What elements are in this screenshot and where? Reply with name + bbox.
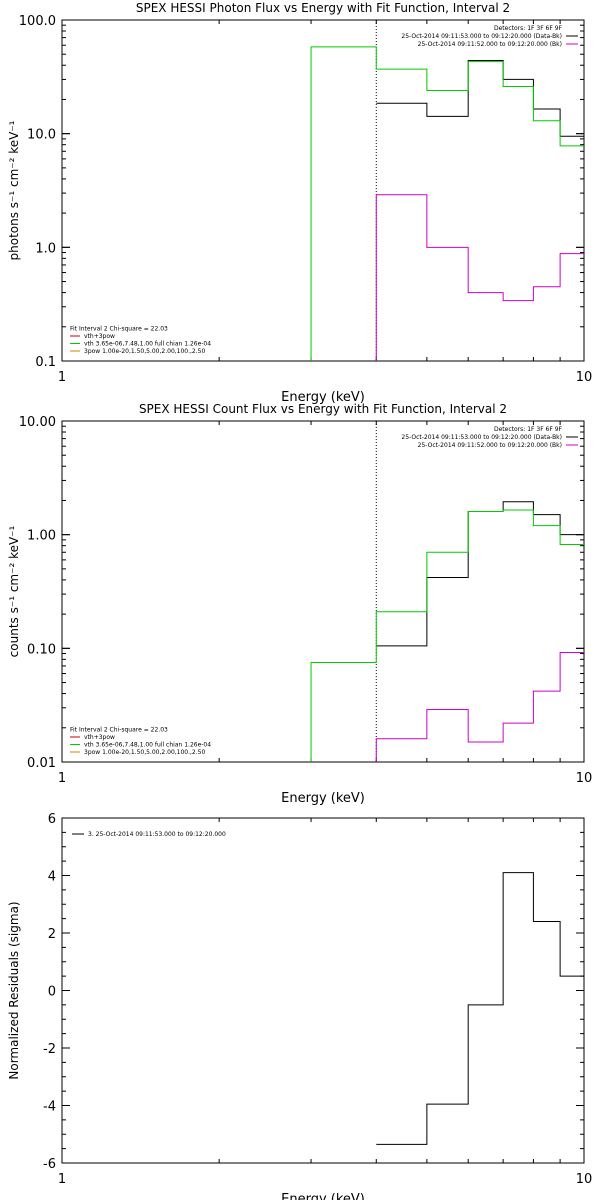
y-tick-label: 0 <box>48 985 56 1000</box>
plot-frame <box>61 19 585 362</box>
legend-entry-bottom-left: vth 3.65e-06,7.48,1.00 full chian 1.26e-… <box>84 742 211 749</box>
y-tick-label: 10.00 <box>19 415 56 430</box>
legend-entry-top-right: 25-Oct-2014 09:11:53.000 to 09:12:20.000… <box>401 434 562 441</box>
series-line-3 <box>310 509 584 762</box>
series-line-3 <box>310 46 584 361</box>
y-tick-label: 0.1 <box>35 355 56 370</box>
legend-entry-bottom-left: vth 3.65e-06,7.48,1.00 full chian 1.26e-… <box>84 341 211 348</box>
y-axis-label: counts s⁻¹ cm⁻² keV⁻¹ <box>7 525 21 657</box>
series-line-1 <box>376 872 584 1145</box>
y-tick-label: 1.00 <box>27 529 56 544</box>
legend-entry-bottom-left: Fit Interval 2 Chi-square = 22.03 <box>70 326 168 333</box>
legend-entry-top-right: 25-Oct-2014 09:11:53.000 to 09:12:20.000… <box>401 33 562 40</box>
x-tick-label: 1 <box>58 370 66 385</box>
chart-panel-1: SPEX HESSI Photon Flux vs Energy with Fi… <box>7 1 592 405</box>
x-axis-label: Energy (keV) <box>281 1192 365 1200</box>
y-tick-label: 1.0 <box>35 241 56 256</box>
x-tick-label: 10 <box>576 370 593 385</box>
legend-entry-bottom-left: 3pow 1.00e-20,1.50,5.00,2.00,100.,2.50 <box>84 749 205 756</box>
plot-frame <box>61 420 585 763</box>
series-group <box>310 46 584 361</box>
y-tick-label: -6 <box>43 1157 56 1172</box>
series-group <box>310 501 584 762</box>
x-tick-label: 10 <box>576 1172 593 1187</box>
y-tick-label: -2 <box>43 1042 56 1057</box>
y-axis-label: photons s⁻¹ cm⁻² keV⁻¹ <box>7 120 21 260</box>
y-tick-label: 6 <box>48 812 56 827</box>
y-tick-label: 0.10 <box>27 642 56 657</box>
plot-frame <box>61 817 585 1164</box>
y-tick-label: 2 <box>48 927 56 942</box>
y-tick-label: 4 <box>48 870 56 885</box>
y-tick-label: -4 <box>43 1100 56 1115</box>
x-tick-label: 1 <box>58 771 66 786</box>
chart-panel-2: SPEX HESSI Count Flux vs Energy with Fit… <box>7 402 592 806</box>
chart-title: SPEX HESSI Photon Flux vs Energy with Fi… <box>136 1 510 15</box>
series-group <box>376 872 584 1145</box>
legend-entry-top-left: 3. 25-Oct-2014 09:11:53.000 to 09:12:20.… <box>88 831 226 838</box>
series-line-1 <box>376 60 584 137</box>
y-tick-label: 10.0 <box>27 128 56 143</box>
legend-entry-top-right: 25-Oct-2014 09:11:52.000 to 09:12:20.000… <box>418 41 562 48</box>
legend-entry-bottom-left: Fit Interval 2 Chi-square = 22.03 <box>70 727 168 734</box>
legend-entry-top-right: 25-Oct-2014 09:11:52.000 to 09:12:20.000… <box>418 442 562 449</box>
x-tick-label: 1 <box>58 1172 66 1187</box>
legend-entry-bottom-left: 3pow 1.00e-20,1.50,5.00,2.00,100.,2.50 <box>84 348 205 355</box>
series-line-1 <box>376 501 584 647</box>
y-tick-label: 0.01 <box>27 756 56 771</box>
y-axis-label: Normalized Residuals (sigma) <box>7 901 21 1079</box>
x-tick-label: 10 <box>576 771 593 786</box>
chart-panel-3: 1 10 Energy (keV) -6 -4 -2 0 2 4 6 Normalized Resi… <box>7 812 592 1200</box>
y-tick-label: 100.0 <box>19 14 56 29</box>
series-line-2 <box>375 194 584 361</box>
legend-entry-bottom-left: vth+3pow <box>84 333 115 340</box>
x-axis-label: Energy (keV) <box>281 791 365 806</box>
series-line-2 <box>375 651 584 762</box>
legend-entry-top-right: Detectors: 1F 3F 6F 9F <box>494 426 563 433</box>
legend-entry-top-right: Detectors: 1F 3F 6F 9F <box>494 25 563 32</box>
x-axis-label: Energy (keV) <box>281 390 365 405</box>
chart-title: SPEX HESSI Count Flux vs Energy with Fit… <box>139 402 507 416</box>
legend-entry-bottom-left: vth+3pow <box>84 734 115 741</box>
